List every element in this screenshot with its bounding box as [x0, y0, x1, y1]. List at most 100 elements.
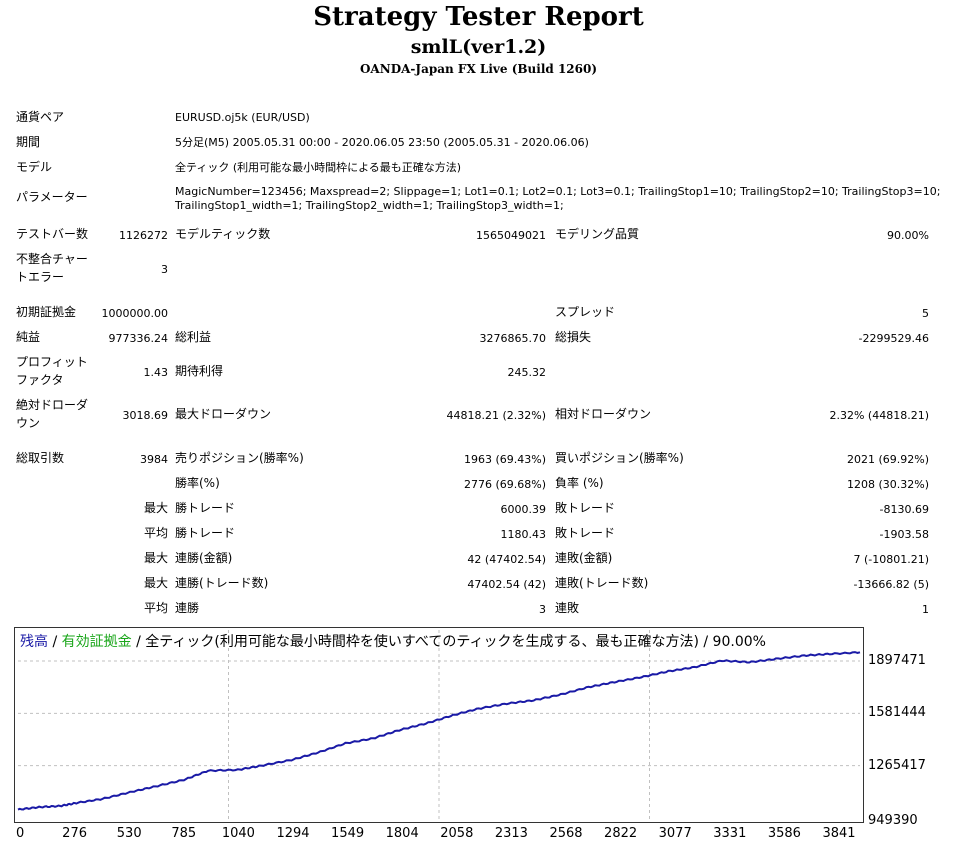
short-label: 売りポジション(勝率%): [175, 451, 304, 465]
legend-sep: /: [48, 634, 62, 650]
largest-loss-value: -8130.69: [879, 503, 929, 516]
win-pct-label: 勝率(%): [175, 476, 220, 490]
cons-wins-money-value: 42 (47402.54): [467, 553, 546, 566]
rel-dd-value: 2.32% (44818.21): [829, 409, 929, 422]
x-tick-label: 530: [116, 826, 142, 841]
x-tick-label: 0: [16, 826, 25, 841]
legend-description: / 全ティック(利用可能な最小時間枠を使いすべてのティックを生成する、最も正確な…: [131, 634, 766, 650]
loss-pct-label: 負率 (%): [555, 476, 604, 490]
legend-balance: 残高: [20, 634, 48, 650]
bars-value: 1126272: [119, 229, 168, 242]
x-tick-label: 1040: [221, 826, 255, 841]
balance-series-line: [17, 651, 861, 811]
cons-losses-money-label: 連敗(金額): [555, 551, 613, 565]
deposit-label: 初期証拠金: [16, 305, 77, 319]
period-value: 5分足(M5) 2005.05.31 00:00 - 2020.06.05 23…: [175, 136, 589, 149]
pair-label: 通貨ペア: [16, 110, 65, 124]
deposit-value: 1000000.00: [101, 307, 168, 320]
x-tick-label: 3586: [767, 826, 801, 841]
avg-loss-label: 敗トレード: [555, 526, 616, 540]
mismatch-label-1: 不整合チャー: [16, 252, 88, 266]
payoff-value: 245.32: [507, 366, 547, 379]
pf-label-1: プロフィット: [16, 355, 88, 369]
model-label: モデル: [16, 160, 53, 174]
loss-pct-value: 1208 (30.32%): [846, 478, 929, 491]
report-title: Strategy Tester Report: [313, 2, 644, 32]
x-tick-label: 785: [171, 826, 197, 841]
avg-win-label: 勝トレード: [175, 526, 236, 540]
avg-win-value: 1180.43: [500, 528, 547, 541]
cons-losses-money-value: 7 (-10801.21): [853, 553, 929, 566]
period-label: 期間: [16, 135, 41, 149]
x-tick-label: 2822: [604, 826, 638, 841]
x-tick-label: 1804: [385, 826, 419, 841]
long-label: 買いポジション(勝率%): [555, 451, 684, 465]
payoff-label: 期待利得: [175, 364, 224, 378]
rel-dd-label: 相対ドローダウン: [555, 407, 652, 421]
win-pct-value: 2776 (69.68%): [463, 478, 546, 491]
model-value: 全ティック (利用可能な最小時間枠による最も正確な方法): [175, 161, 462, 174]
largest-loss-label: 敗トレード: [555, 501, 616, 515]
y-tick-label: 1265417: [868, 757, 926, 773]
params-label: パラメーター: [16, 190, 88, 204]
cons-wins-count-label: 連勝(トレード数): [175, 576, 269, 590]
avg-cons-prefix: 平均: [143, 601, 168, 615]
pf-value: 1.43: [143, 366, 169, 379]
abs-dd-label-2: ウン: [16, 416, 41, 430]
short-value: 1963 (69.43%): [463, 453, 546, 466]
avg-loss-value: -1903.58: [879, 528, 929, 541]
avg-cons-wins-label: 連勝: [175, 601, 200, 615]
ticks-value: 1565049021: [476, 229, 546, 242]
cons-losses-count-label: 連敗(トレード数): [555, 576, 649, 590]
max-cons-count-prefix: 最大: [143, 576, 168, 590]
avg-cons-losses-label: 連敗: [555, 601, 580, 615]
avg-cons-losses-value: 1: [922, 603, 929, 616]
quality-label: モデリング品質: [555, 227, 640, 241]
mismatch-label-2: トエラー: [16, 270, 65, 284]
ea-name: smlL(ver1.2): [410, 36, 547, 58]
balance-chart: [14, 627, 864, 823]
params-line-2: TrailingStop1_width=1; TrailingStop2_wid…: [175, 199, 564, 212]
balance-chart-svg: [17, 630, 861, 821]
chart-legend: 残高 / 有効証拠金 / 全ティック(利用可能な最小時間枠を使いすべてのティック…: [20, 631, 766, 651]
x-tick-label: 3841: [822, 826, 856, 841]
x-tick-label: 3077: [658, 826, 692, 841]
trades-label: 総取引数: [16, 451, 65, 465]
abs-dd-label-1: 絶対ドローダ: [16, 398, 89, 412]
x-tick-label: 3331: [713, 826, 747, 841]
max-dd-value: 44818.21 (2.32%): [446, 409, 546, 422]
largest-prefix: 最大: [143, 501, 168, 515]
avg-cons-wins-value: 3: [539, 603, 546, 616]
x-tick-label: 2058: [440, 826, 474, 841]
x-tick-label: 1549: [331, 826, 365, 841]
mismatch-value: 3: [161, 263, 168, 276]
cons-wins-count-value: 47402.54 (42): [467, 578, 546, 591]
max-cons-money-prefix: 最大: [143, 551, 168, 565]
quality-value: 90.00%: [887, 229, 929, 242]
gross-profit-label: 総利益: [175, 330, 212, 344]
largest-win-label: 勝トレード: [175, 501, 236, 515]
gross-loss-value: -2299529.46: [858, 332, 929, 345]
spread-label: スプレッド: [555, 305, 616, 319]
spread-value: 5: [922, 307, 929, 320]
pair-value: EURUSD.oj5k (EUR/USD): [175, 111, 310, 124]
y-tick-label: 1581444: [868, 705, 926, 721]
x-tick-label: 1294: [276, 826, 310, 841]
largest-win-value: 6000.39: [500, 503, 547, 516]
y-tick-label: 949390: [868, 813, 918, 828]
server-name: OANDA-Japan FX Live (Build 1260): [359, 62, 598, 76]
abs-dd-value: 3018.69: [122, 409, 169, 422]
x-tick-label: 276: [62, 826, 88, 841]
gross-loss-label: 総損失: [555, 330, 592, 344]
cons-losses-count-value: -13666.82 (5): [853, 578, 929, 591]
long-value: 2021 (69.92%): [846, 453, 929, 466]
y-tick-label: 1897471: [868, 653, 926, 668]
legend-equity: 有効証拠金: [61, 634, 132, 650]
max-dd-label: 最大ドローダウン: [175, 407, 272, 421]
net-label: 純益: [16, 330, 41, 344]
average-prefix: 平均: [143, 526, 168, 540]
gross-profit-value: 3276865.70: [479, 332, 546, 345]
ticks-label: モデルティック数: [175, 227, 271, 241]
params-line-1: MagicNumber=123456; Maxspread=2; Slippag…: [175, 185, 941, 198]
x-tick-label: 2313: [494, 826, 528, 841]
